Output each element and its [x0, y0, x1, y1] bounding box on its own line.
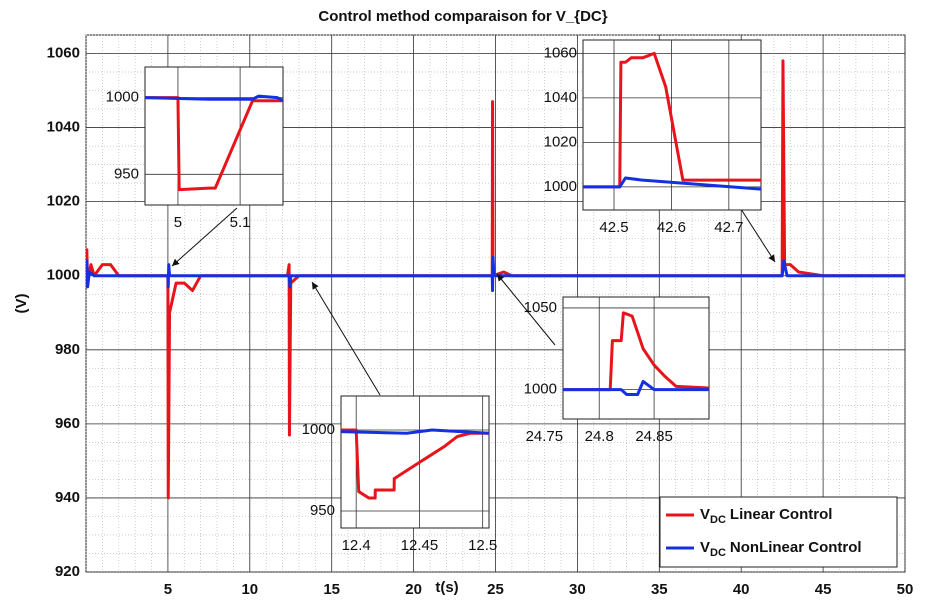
x-tick-label: 24.8	[585, 428, 614, 445]
y-tick-label: 1060	[544, 44, 577, 61]
chart-title: Control method comparaison for V_{DC}	[318, 8, 607, 25]
y-tick-label: 920	[55, 563, 80, 580]
inset-plot: 42.5 42.6 42.7 1000 1020 1040 1060	[544, 39, 762, 236]
y-tick-label: 1000	[106, 89, 139, 106]
y-tick-label: 1060	[47, 44, 80, 61]
x-tick-label: 10	[241, 581, 258, 598]
x-tick-label: 30	[569, 581, 586, 598]
y-tick-label: 980	[55, 341, 80, 358]
plot-area	[340, 395, 490, 529]
legend-symbol: V	[700, 539, 710, 556]
x-axis-label: t(s)	[435, 579, 458, 596]
x-tick-label: 12.45	[401, 537, 439, 554]
plot-area	[562, 296, 710, 420]
x-tick-label: 24.75	[526, 428, 564, 445]
inset-plot: 24.75 24.8 24.85 1000 1050	[524, 296, 710, 445]
series-line	[341, 428, 489, 435]
y-tick-label: 1020	[47, 193, 80, 210]
y-tick-label: 1000	[544, 178, 577, 195]
series-line	[563, 311, 709, 392]
x-tick-label: 42.5	[599, 219, 628, 236]
x-tick-label: 20	[405, 581, 422, 598]
x-tick-label: 12.4	[342, 537, 371, 554]
x-tick-label: 50	[897, 581, 914, 598]
y-tick-label: 1050	[524, 299, 557, 316]
legend-label: VDC Linear Control	[700, 506, 832, 526]
y-tick-label: 1000	[524, 381, 557, 398]
x-tick-label: 24.85	[635, 428, 673, 445]
y-tick-label: 950	[310, 502, 335, 519]
series-line	[563, 379, 709, 396]
arrow	[496, 273, 556, 346]
y-tick-label: 1020	[544, 133, 577, 150]
arrow	[311, 281, 381, 396]
series-line	[145, 94, 283, 103]
x-tick-label: 40	[733, 581, 750, 598]
x-tick-label: 35	[651, 581, 668, 598]
x-tick-label: 5.1	[230, 214, 251, 231]
x-tick-label: 5	[164, 581, 172, 598]
y-tick-label: 960	[55, 415, 80, 432]
legend-name: Linear Control	[730, 506, 833, 523]
y-axis-label: (V)	[13, 294, 30, 314]
legend-subscript: DC	[710, 514, 726, 526]
y-tick-label: 1040	[544, 89, 577, 106]
legend-symbol: V	[700, 506, 710, 523]
series-line	[583, 176, 761, 191]
y-tick-label: 1000	[47, 267, 80, 284]
x-tick-label: 5	[174, 214, 182, 231]
x-tick-label: 42.7	[714, 219, 743, 236]
series-line	[583, 51, 761, 189]
y-tick-label: 1040	[47, 119, 80, 136]
y-tick-label: 1000	[302, 421, 335, 438]
inset-plot: 5 5.1 950 1000	[106, 66, 284, 231]
y-tick-label: 940	[55, 489, 80, 506]
legend-box	[659, 496, 898, 568]
inset-plot: 12.4 12.45 12.5 950 1000	[302, 395, 497, 554]
x-tick-label: 42.6	[657, 219, 686, 236]
series-line	[341, 428, 489, 500]
y-tick-label: 950	[114, 165, 139, 182]
legend-name: NonLinear Control	[730, 539, 862, 556]
x-tick-label: 12.5	[468, 537, 497, 554]
x-tick-label: 45	[815, 581, 832, 598]
x-tick-label: 25	[487, 581, 504, 598]
x-tick-label: 15	[323, 581, 340, 598]
arrow	[171, 207, 238, 267]
legend-subscript: DC	[710, 547, 726, 559]
series-line	[86, 255, 905, 293]
plot-area	[144, 66, 284, 206]
legend-label: VDC NonLinear Control	[700, 539, 862, 559]
